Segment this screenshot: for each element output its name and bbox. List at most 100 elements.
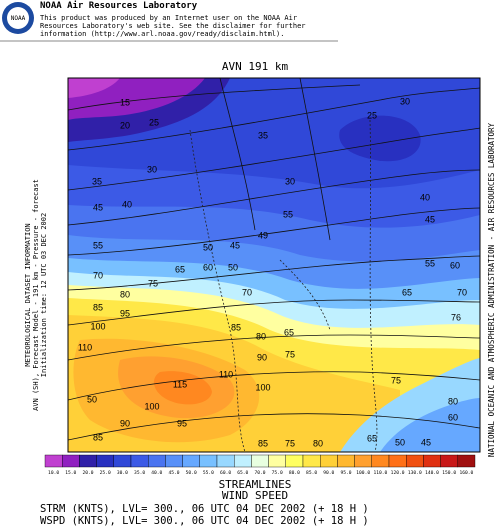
colorbar-swatch	[423, 454, 441, 468]
contour-label: 45	[425, 214, 435, 224]
colorbar-swatch	[406, 454, 424, 468]
colorbar-swatch	[79, 454, 97, 468]
contour-label: 49	[258, 230, 268, 240]
colorbar-label: 110.0	[373, 470, 387, 476]
contour-label: 95	[177, 418, 187, 428]
colorbar-label: 130.0	[408, 470, 422, 476]
right-info: NATIONAL OCEANIC AND ATMOSPHERIC ADMINIS…	[487, 122, 496, 457]
colorbar-swatch	[337, 454, 355, 468]
left-info: AVN (SH), Forecast Model - 191 km - Pres…	[32, 179, 40, 411]
colorbar-swatch	[233, 454, 252, 468]
colorbar-swatch	[62, 454, 80, 468]
colorbar-swatch	[44, 454, 63, 468]
colorbar-swatch	[302, 454, 321, 468]
colorbar-swatch	[130, 454, 149, 468]
contour-label: 80	[313, 438, 323, 448]
colorbar-label: 50.0	[186, 470, 197, 476]
colorbar-label: 150.0	[442, 470, 456, 476]
colorbar: 10.0 15.0 20.0 25.0 30.0 35.0 40.0 45.0 50.0 55.0…	[44, 454, 476, 476]
contour-label: 40	[122, 199, 132, 209]
map	[68, 78, 480, 452]
colorbar-label: 75.0	[272, 470, 283, 476]
contour-label: 25	[367, 110, 377, 120]
colorbar-swatch	[199, 454, 218, 468]
colorbar-swatch	[285, 454, 304, 468]
contour-labels: 15 30 20 25 25 35 30 35 30 40 45 55 40 45 49 50 45 55 55 60…	[78, 96, 467, 448]
colorbar-label: 45.0	[168, 470, 179, 476]
contour-label: 65	[284, 327, 294, 337]
footer-line: WSPD (KNTS), LVL= 300., 06 UTC 04 DEC 20…	[40, 515, 369, 527]
contour-label: 110	[78, 342, 92, 352]
contour-label: 60	[448, 412, 458, 422]
contour-label: 65	[402, 287, 412, 297]
footer-line: STREAMLINES	[219, 478, 292, 491]
contour-label: 85	[258, 438, 268, 448]
contour-label: 20	[120, 120, 130, 130]
colorbar-swatch	[96, 454, 114, 468]
contour-label: 80	[448, 396, 458, 406]
contour-label: 75	[285, 438, 295, 448]
contour-label: 45	[421, 437, 431, 447]
contour-label: 50	[203, 242, 213, 252]
colorbar-label: 95.0	[340, 470, 351, 476]
contour-label: 115	[173, 379, 187, 389]
contour-label: 50	[228, 262, 238, 272]
contour-label: 100	[90, 321, 105, 331]
colorbar-label: 65.0	[237, 470, 248, 476]
colorbar-label: 40.0	[151, 470, 162, 476]
colorbar-label: 25.0	[100, 470, 111, 476]
contour-label: 85	[93, 432, 103, 442]
colorbar-swatch	[440, 454, 459, 468]
contour-label: 90	[257, 352, 267, 362]
footer-line: STRM (KNTS), LVL= 300., 06 UTC 04 DEC 20…	[40, 503, 369, 515]
colorbar-label: 55.0	[203, 470, 214, 476]
colorbar-swatch	[457, 454, 476, 468]
colorbar-label: 100.0	[356, 470, 370, 476]
contour-label: 70	[457, 287, 467, 297]
contour-label: 80	[256, 331, 266, 341]
contour-label: 65	[367, 433, 377, 443]
colorbar-swatch	[268, 454, 287, 468]
colorbar-swatch	[388, 454, 407, 468]
contour-label: 70	[93, 270, 103, 280]
contour-label: 60	[450, 260, 460, 270]
colorbar-label: 60.0	[220, 470, 231, 476]
colorbar-label: 15.0	[65, 470, 76, 476]
contour-label: 30	[400, 96, 410, 106]
contour-label: 65	[175, 264, 185, 274]
logo-inner	[7, 7, 29, 29]
colorbar-swatch	[371, 454, 390, 468]
colorbar-swatch	[165, 454, 183, 468]
contour-label: 15	[120, 97, 130, 107]
contour-label: 55	[93, 240, 103, 250]
contour-label: 35	[92, 176, 102, 186]
contour-label: 50	[395, 437, 405, 447]
header-title: NOAA Air Resources Laboratory	[40, 0, 198, 11]
contour-label: 50	[87, 394, 97, 404]
contour-label: 25	[149, 117, 159, 127]
header-line: This product was produced by an Internet…	[40, 14, 297, 22]
contour-label: 90	[120, 418, 130, 428]
colorbar-label: 90.0	[323, 470, 334, 476]
left-info: Initialization time: 12 UTC 03 DEC 2002	[40, 213, 48, 377]
colorbar-swatch	[216, 454, 235, 468]
contour-label: 110	[219, 369, 233, 379]
contour-label: 60	[203, 262, 213, 272]
contour-label: 75	[285, 349, 295, 359]
colorbar-label: 85.0	[306, 470, 317, 476]
contour-label: 30	[285, 176, 295, 186]
contour-label: 30	[147, 164, 157, 174]
footer-line: WIND SPEED	[222, 489, 288, 502]
contour-label: 55	[425, 258, 435, 268]
colorbar-label: 20.0	[82, 470, 93, 476]
colorbar-swatch	[113, 454, 132, 468]
contour-label: 55	[283, 209, 293, 219]
colorbar-label: 70.0	[254, 470, 265, 476]
contour-label: 45	[93, 202, 103, 212]
colorbar-label: 10.0	[48, 470, 59, 476]
map-title: AVN 191 km	[222, 60, 289, 73]
colorbar-label: 120.0	[391, 470, 405, 476]
contour-label: 70	[242, 287, 252, 297]
colorbar-swatch	[354, 454, 373, 468]
